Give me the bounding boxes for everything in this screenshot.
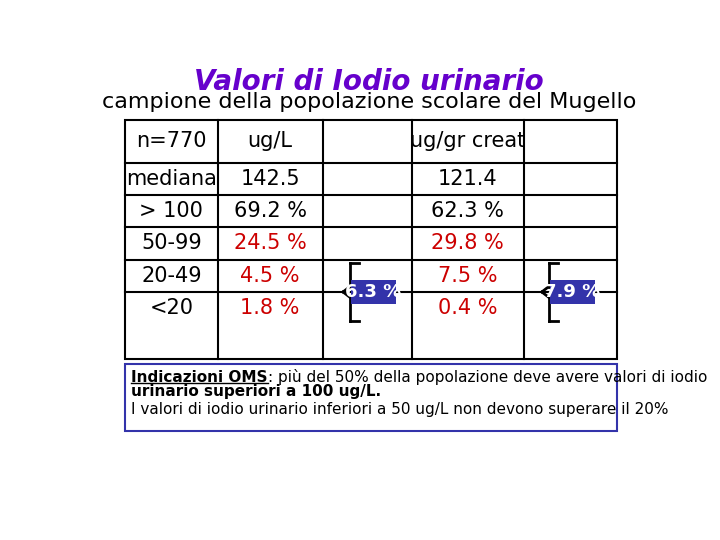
Text: 6.3 %: 6.3 % (345, 283, 401, 301)
Text: 0.4 %: 0.4 % (438, 298, 498, 318)
Text: 7.5 %: 7.5 % (438, 266, 498, 286)
Text: 1.8 %: 1.8 % (240, 298, 300, 318)
Text: I valori di iodio urinario inferiori a 50 ug/L non devono superare il 20%: I valori di iodio urinario inferiori a 5… (131, 402, 669, 417)
Text: Indicazioni OMS: Indicazioni OMS (131, 370, 268, 385)
Text: ug/gr creat: ug/gr creat (410, 131, 526, 151)
FancyBboxPatch shape (549, 280, 595, 303)
Text: urinario superiori a 100 ug/L.: urinario superiori a 100 ug/L. (131, 384, 381, 399)
Text: 24.5 %: 24.5 % (234, 233, 307, 253)
Text: <20: <20 (149, 298, 194, 318)
Text: Valori di Iodio urinario: Valori di Iodio urinario (194, 68, 544, 96)
Text: 69.2 %: 69.2 % (234, 201, 307, 221)
Text: 20-49: 20-49 (141, 266, 202, 286)
Text: 4.5 %: 4.5 % (240, 266, 300, 286)
Text: n=770: n=770 (136, 131, 207, 151)
Text: campione della popolazione scolare del Mugello: campione della popolazione scolare del M… (102, 92, 636, 112)
Text: mediana: mediana (126, 169, 217, 189)
Text: > 100: > 100 (140, 201, 203, 221)
Text: 121.4: 121.4 (438, 169, 498, 189)
Text: 142.5: 142.5 (240, 169, 300, 189)
Text: 7.9 %: 7.9 % (544, 283, 600, 301)
Text: ug/L: ug/L (248, 131, 293, 151)
Text: 29.8 %: 29.8 % (431, 233, 504, 253)
Text: 62.3 %: 62.3 % (431, 201, 504, 221)
FancyBboxPatch shape (125, 363, 617, 431)
Text: : più del 50% della popolazione deve avere valori di iodio: : più del 50% della popolazione deve ave… (268, 369, 707, 386)
FancyBboxPatch shape (351, 280, 396, 303)
Bar (125, 120, 617, 359)
Text: 50-99: 50-99 (141, 233, 202, 253)
